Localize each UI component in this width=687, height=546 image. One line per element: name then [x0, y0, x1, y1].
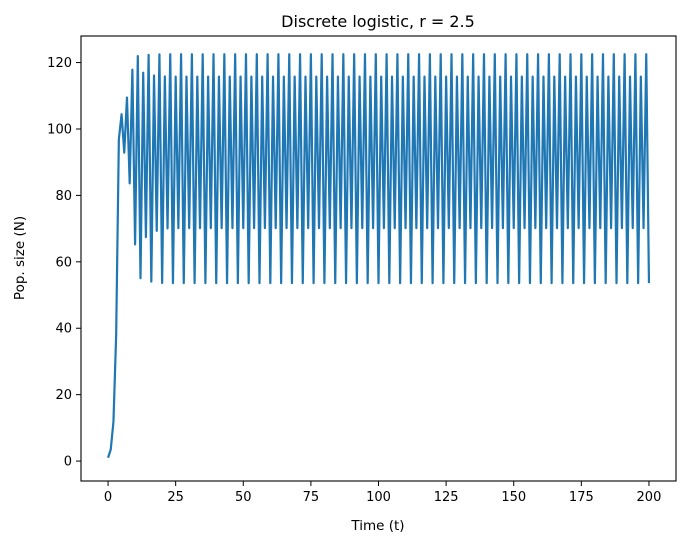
x-tick-label: 100 — [366, 490, 391, 505]
plot-area — [107, 53, 651, 459]
y-tick-label: 100 — [47, 122, 72, 137]
x-axis-label: Time (t) — [350, 518, 404, 534]
y-tick-label: 20 — [55, 388, 72, 403]
y-axis-label: Pop. size (N) — [12, 216, 28, 300]
x-tick-label: 0 — [104, 490, 112, 505]
y-tick-label: 80 — [55, 189, 72, 204]
chart-title: Discrete logistic, r = 2.5 — [281, 12, 475, 31]
y-tick-label: 40 — [55, 322, 72, 337]
x-tick-label: 25 — [167, 490, 184, 505]
x-axis-ticks: 0 25 50 75 100 125 150 175 200 — [104, 481, 661, 505]
x-tick-label: 200 — [637, 490, 662, 505]
x-tick-label: 175 — [569, 490, 594, 505]
population-line — [107, 53, 651, 459]
y-tick-label: 60 — [55, 255, 72, 270]
x-tick-label: 75 — [303, 490, 320, 505]
x-tick-label: 50 — [235, 490, 252, 505]
x-tick-label: 125 — [434, 490, 459, 505]
x-tick-label: 150 — [501, 490, 526, 505]
y-axis-ticks: 0 20 40 60 80 100 120 — [47, 56, 81, 470]
y-tick-label: 120 — [47, 56, 72, 71]
y-tick-label: 0 — [64, 455, 72, 470]
